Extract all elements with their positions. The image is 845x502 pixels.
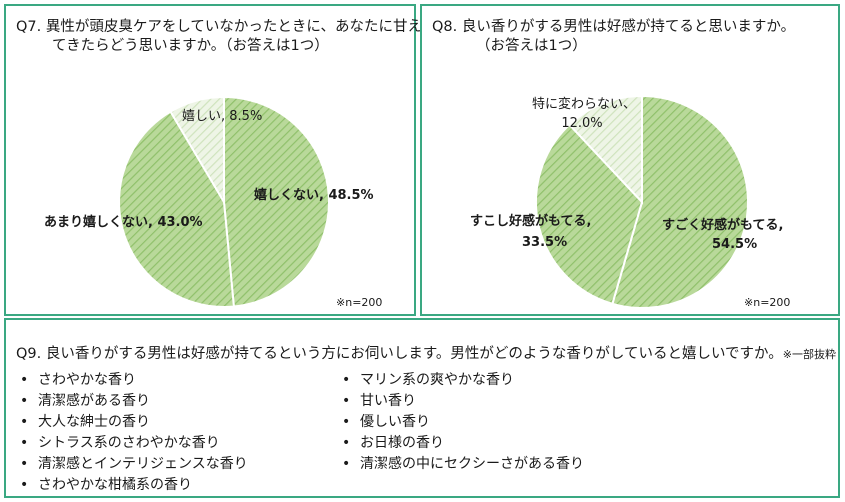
q7-note: ※n=200: [336, 296, 383, 309]
bullet-icon: •: [20, 435, 29, 451]
q7-title-line1: Q7. 異性が頭皮臭ケアをしていなかったときに、あなたに甘え: [16, 19, 422, 35]
q7-pie-chart: 嬉しい, 8.5% 嬉しくない, 48.5% あまり嬉しくない, 43.0%: [44, 95, 374, 308]
q7-label-amari: あまり嬉しくない, 43.0%: [44, 214, 203, 230]
q9-right-item-text: 清潔感の中にセクシーさがある香り: [360, 456, 584, 472]
q7-label-ureshikunai: 嬉しくない, 48.5%: [254, 187, 374, 203]
bullet-icon: •: [20, 372, 29, 388]
q9-right-item-1: • マリン系の爽やかな香り: [342, 370, 584, 391]
bullet-icon: •: [342, 414, 351, 430]
q7-label-ureshii: 嬉しい, 8.5%: [182, 109, 262, 124]
bullet-icon: •: [342, 456, 351, 472]
q9-right-item-4: • お日様の香り: [342, 433, 584, 454]
q9-left-item-6: • さわやかな柑橘系の香り: [20, 475, 248, 496]
bullet-icon: •: [20, 456, 29, 472]
q9-left-item-5: • 清潔感とインテリジェンスな香り: [20, 454, 248, 475]
q7-panel: Q7. 異性が頭皮臭ケアをしていなかったときに、あなたに甘え てきたらどう思いま…: [4, 4, 422, 316]
q9-list-left: • さわやかな香り • 清潔感がある香り • 大人な紳士の香り • シトラス系のさわやかな香り…: [20, 370, 248, 496]
bullet-icon: •: [342, 393, 351, 409]
q8-label-tokuni: 特に変わらない、: [532, 96, 636, 112]
q9-right-item-text: 甘い香り: [360, 393, 416, 409]
q7-slice-3: [169, 95, 225, 206]
q8-slice-2: [535, 123, 644, 306]
bullet-icon: •: [20, 414, 29, 430]
q9-left-item-1: • さわやかな香り: [20, 370, 248, 391]
bullet-icon: •: [342, 435, 351, 451]
q9-panel: Q9. 良い香りがする男性は好感が持てるという方にお伺いします。男性がどのような…: [4, 318, 840, 498]
q7-title-line2: てきたらどう思いますか。（お答えは1つ）: [52, 38, 329, 54]
bullet-icon: •: [20, 477, 29, 493]
q8-value-sugoku: 54.5%: [712, 237, 757, 252]
q8-slice-1: [611, 94, 749, 309]
q8-pie-chart: 特に変わらない、 12.0% すごく好感がもてる, 54.5% すこし好感がもて…: [470, 94, 783, 309]
q9-left-item-text: 大人な紳士の香り: [38, 414, 150, 430]
q9-right-item-5: • 清潔感の中にセクシーさがある香り: [342, 454, 584, 475]
q8-value-tokuni: 12.0%: [561, 116, 602, 131]
q9-right-item-3: • 優しい香り: [342, 412, 584, 433]
q7-slice-2: [118, 110, 235, 308]
q8-label-sugoku: すごく好感がもてる,: [662, 217, 783, 233]
q9-left-item-text: 清潔感とインテリジェンスな香り: [38, 456, 248, 472]
q9-title-text: Q9. 良い香りがする男性は好感が持てるという方にお伺いします。男性がどのような…: [16, 346, 783, 362]
q8-title-line2: （お答えは1つ）: [476, 38, 587, 54]
q8-note: ※n=200: [744, 296, 791, 309]
q9-list-right: • マリン系の爽やかな香り • 甘い香り • 優しい香り • お日様の香り • 清潔感の中にセクシ…: [342, 370, 584, 475]
q9-right-item-text: 優しい香り: [360, 414, 430, 430]
q8-value-sukoshi: 33.5%: [522, 235, 567, 250]
bullet-icon: •: [20, 393, 29, 409]
q9-left-item-text: 清潔感がある香り: [38, 393, 150, 409]
q7-slice-1: [223, 95, 330, 308]
q9-left-item-4: • シトラス系のさわやかな香り: [20, 433, 248, 454]
q9-left-item-text: シトラス系のさわやかな香り: [38, 435, 220, 451]
q9-left-item-2: • 清潔感がある香り: [20, 391, 248, 412]
q8-title-line1: Q8. 良い香りがする男性は好感が持てると思いますか。: [432, 19, 796, 35]
bullet-icon: •: [342, 372, 351, 388]
q8-slice-3: [568, 94, 643, 205]
q8-panel: Q8. 良い香りがする男性は好感が持てると思いますか。 （お答えは1つ） 特に変…: [420, 4, 840, 316]
q9-left-item-text: さわやかな香り: [38, 372, 136, 388]
q9-right-item-text: マリン系の爽やかな香り: [360, 372, 514, 388]
q9-title-note: ※一部抜粋: [782, 348, 836, 361]
q9-right-item-text: お日様の香り: [360, 435, 444, 451]
q9-right-item-2: • 甘い香り: [342, 391, 584, 412]
q9-title: Q9. 良い香りがする男性は好感が持てるという方にお伺いします。男性がどのような…: [16, 342, 836, 363]
q8-label-sukoshi: すこし好感がもてる,: [470, 213, 591, 229]
q9-left-item-text: さわやかな柑橘系の香り: [38, 477, 192, 493]
q9-left-item-3: • 大人な紳士の香り: [20, 412, 248, 433]
